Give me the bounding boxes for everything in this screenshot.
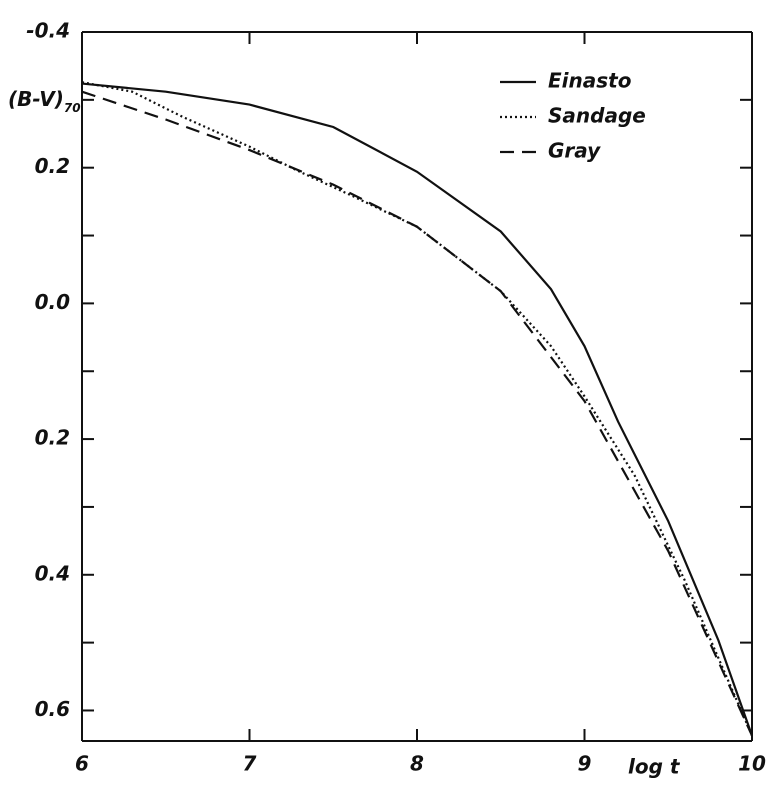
line-series [81, 82, 754, 736]
y-tick-label: 0.0 [35, 290, 71, 314]
y-tick-label: 0.4 [35, 561, 70, 585]
y-tick-label: -0.4 [26, 19, 70, 43]
y-tick-label: 0.2 [35, 154, 70, 178]
x-tick-label: 7 [243, 752, 257, 776]
legend-label: Sandage [548, 104, 646, 128]
line-series [81, 81, 754, 737]
legend-label: Gray [548, 139, 601, 163]
y-tick-label: 0.6 [35, 697, 71, 721]
y-label-sub: 70 [64, 101, 81, 115]
line-series [81, 90, 754, 737]
y-label: (B-V)70 [8, 87, 81, 115]
y-label-main: (B-V) [8, 87, 64, 111]
frame [81, 31, 753, 742]
x-tick-label: 9 [578, 752, 592, 776]
x-label: log t [628, 755, 681, 779]
legend-label: Einasto [548, 69, 632, 93]
x-tick-label: 8 [410, 752, 424, 776]
x-tick-label: 10 [738, 752, 766, 776]
y-tick-label: 0.2 [35, 426, 70, 450]
x-tick-label: 6 [75, 752, 89, 776]
